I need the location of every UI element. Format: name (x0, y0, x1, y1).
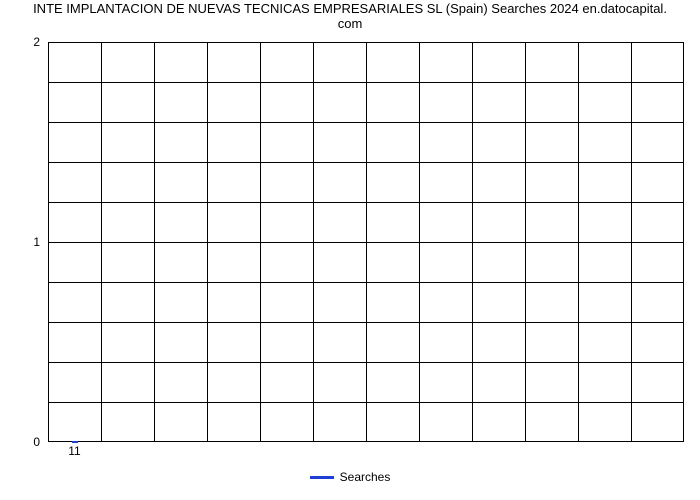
grid-line-horizontal (48, 162, 684, 163)
grid-line-horizontal (48, 402, 684, 403)
grid-line-horizontal (48, 202, 684, 203)
legend-label: Searches (340, 470, 391, 484)
grid-line-horizontal (48, 322, 684, 323)
legend: Searches (0, 470, 700, 484)
legend-swatch (310, 476, 334, 479)
y-tick-label: 0 (0, 435, 40, 449)
chart-container: INTE IMPLANTACION DE NUEVAS TECNICAS EMP… (0, 0, 700, 500)
grid-line-horizontal (48, 282, 684, 283)
chart-title-line1: INTE IMPLANTACION DE NUEVAS TECNICAS EMP… (0, 2, 700, 17)
plot-area (48, 42, 684, 442)
chart-title-line2: com (0, 17, 700, 32)
grid-line-horizontal (48, 122, 684, 123)
grid-line-horizontal (48, 242, 684, 243)
x-tick-label: 11 (55, 444, 95, 458)
y-tick-label: 2 (0, 35, 40, 49)
grid-line-horizontal (48, 362, 684, 363)
chart-title: INTE IMPLANTACION DE NUEVAS TECNICAS EMP… (0, 2, 700, 32)
grid-line-horizontal (48, 82, 684, 83)
data-point (72, 441, 78, 443)
y-tick-label: 1 (0, 235, 40, 249)
